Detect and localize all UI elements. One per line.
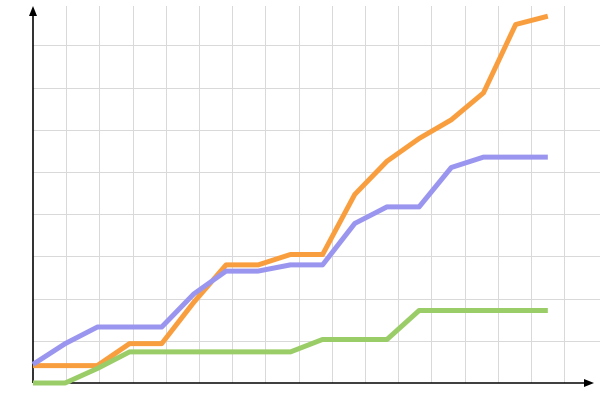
series-line-purple-series — [31, 154, 548, 367]
x-axis-arrow-icon — [584, 379, 594, 387]
y-axis-arrow-icon — [29, 6, 37, 16]
axes — [29, 6, 594, 387]
grid-vertical-lines — [66, 6, 565, 383]
data-series-group — [31, 13, 549, 386]
series-line-orange-series — [33, 13, 549, 369]
grid-horizontal-lines — [33, 45, 600, 342]
series-line-green-series — [33, 307, 548, 386]
